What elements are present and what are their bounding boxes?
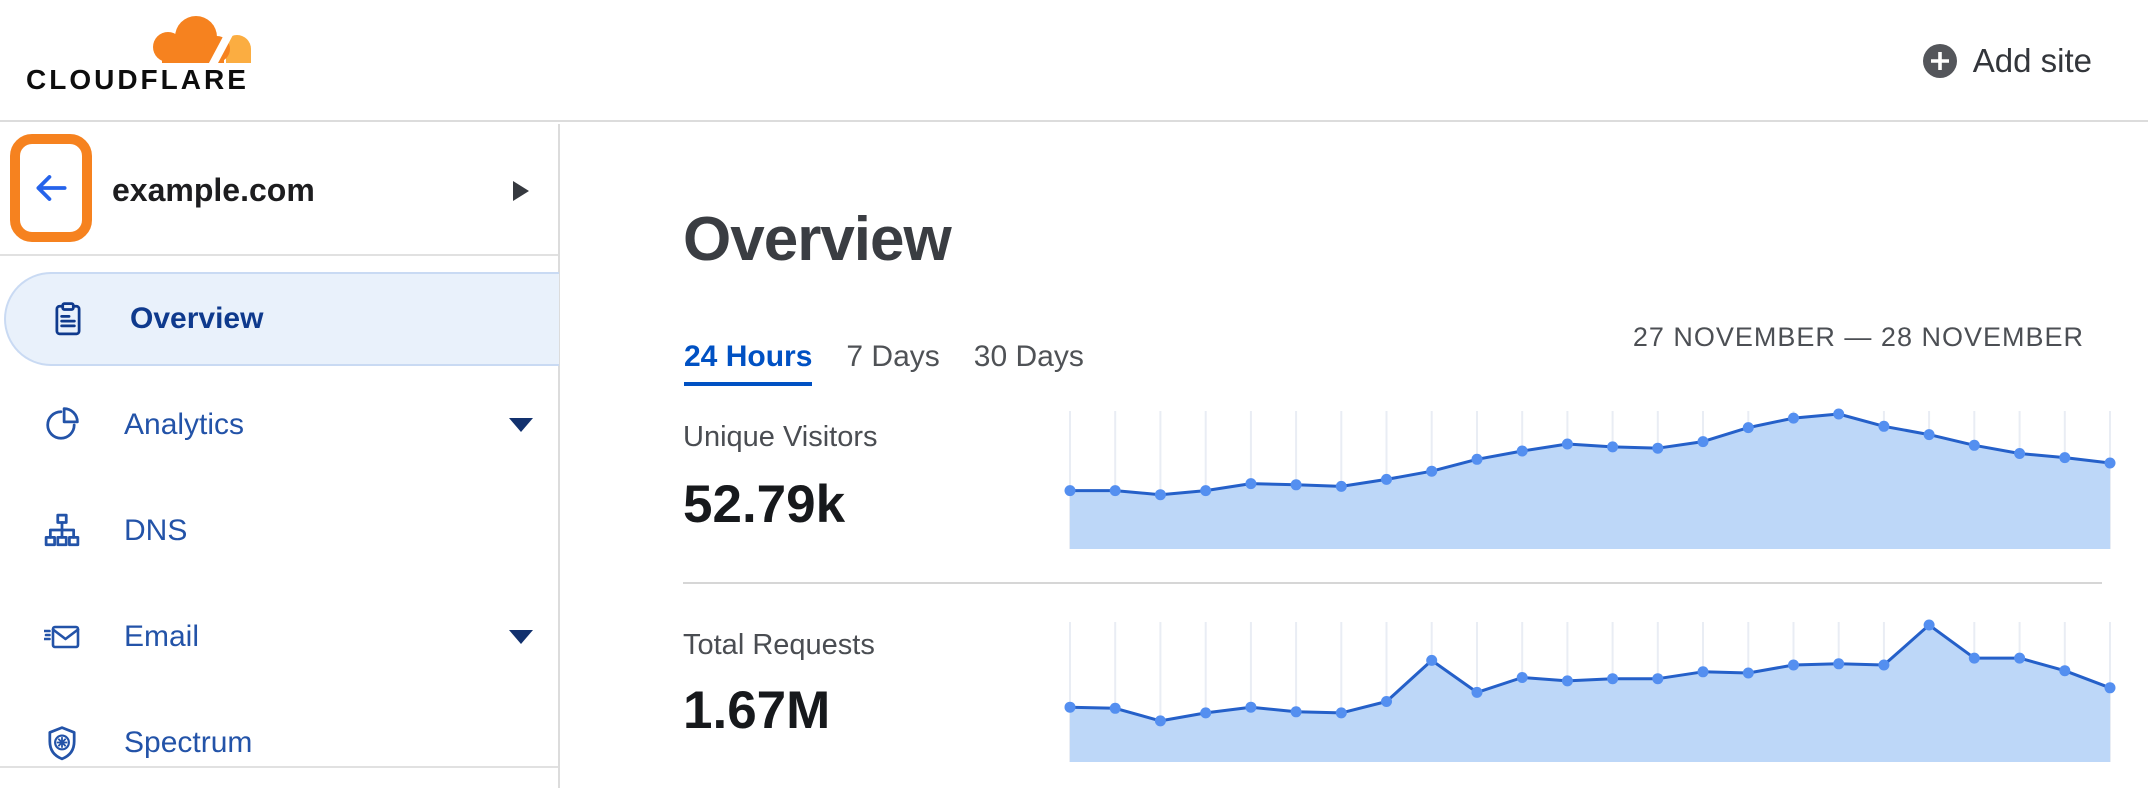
add-site-label: Add site: [1972, 42, 2092, 79]
time-range-tabs: 24 Hours 7 Days 30 Days: [684, 340, 1084, 386]
sidebar-item-label: Overview: [130, 302, 264, 335]
unique-visitors-chart: [1064, 408, 2116, 549]
email-icon: [44, 619, 80, 655]
main-content: Overview 24 Hours 7 Days 30 Days 27 NOVE…: [562, 124, 2148, 788]
cloudflare-cloud-icon: [153, 16, 251, 66]
sidebar-item-analytics[interactable]: Analytics: [0, 378, 559, 472]
unique-visitors-label: Unique Visitors: [683, 421, 878, 453]
total-requests-value: 1.67M: [683, 681, 831, 740]
clipboard-icon: [50, 301, 86, 337]
sidebar-item-label: DNS: [124, 514, 188, 547]
site-name: example.com: [112, 172, 315, 208]
sidebar-item-label: Email: [124, 620, 200, 653]
arrow-left-icon: [36, 175, 67, 201]
date-range: 27 NOVEMBER — 28 NOVEMBER: [1632, 322, 2084, 352]
section-divider: [683, 582, 2102, 584]
tab-7-days[interactable]: 7 Days: [846, 340, 940, 373]
sidebar-item-spectrum[interactable]: Spectrum: [0, 696, 559, 788]
sidebar-divider: [0, 254, 558, 256]
header: CLOUDFLARE Add site: [0, 0, 2148, 122]
add-site-button[interactable]: Add site: [1922, 36, 2092, 86]
sidebar-divider: [0, 766, 558, 768]
caret-right-icon[interactable]: [513, 181, 529, 201]
sidebar-item-overview[interactable]: Overview: [4, 272, 559, 366]
shield-icon: [44, 725, 80, 761]
cloudflare-logo[interactable]: CLOUDFLARE: [26, 6, 266, 102]
tab-30-days[interactable]: 30 Days: [973, 340, 1084, 373]
sidebar-item-label: Analytics: [124, 408, 245, 441]
total-requests-label: Total Requests: [683, 629, 875, 661]
back-button-highlighted[interactable]: [10, 134, 92, 242]
pie-chart-icon: [44, 407, 80, 443]
total-requests-chart: [1064, 619, 2116, 762]
dns-tree-icon: [44, 513, 80, 549]
cloudflare-wordmark: CLOUDFLARE: [26, 64, 249, 95]
tab-24-hours[interactable]: 24 Hours: [684, 340, 813, 386]
sidebar-item-label: Spectrum: [124, 726, 253, 759]
sidebar-item-dns[interactable]: DNS: [0, 484, 559, 578]
unique-visitors-value: 52.79k: [683, 475, 846, 534]
caret-down-icon: [509, 630, 533, 644]
sidebar: example.com Overview Analytics: [0, 124, 560, 788]
page-title: Overview: [683, 205, 952, 274]
site-switcher: example.com: [0, 124, 558, 254]
sidebar-item-email[interactable]: Email: [0, 590, 559, 684]
plus-circle-icon: [1922, 44, 1957, 78]
caret-down-icon: [509, 418, 533, 432]
